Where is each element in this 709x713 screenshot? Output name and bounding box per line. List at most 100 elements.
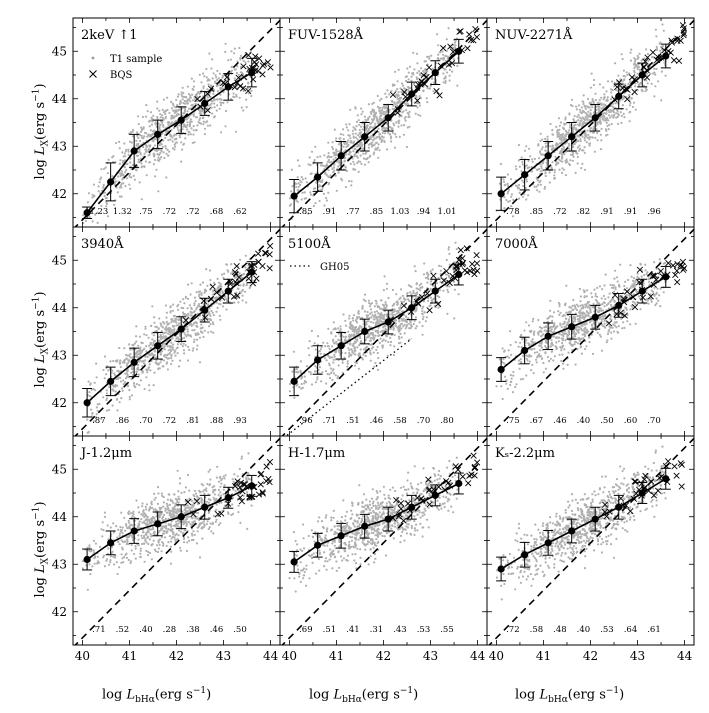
scatter-point xyxy=(173,325,176,328)
scatter-point xyxy=(203,127,207,130)
scatter-point xyxy=(536,168,539,171)
scatter-point xyxy=(325,165,328,168)
scatter-point xyxy=(345,123,348,126)
scatter-point xyxy=(400,322,403,325)
scatter-point xyxy=(403,300,406,303)
scatter-point xyxy=(175,133,178,136)
scatter-point xyxy=(342,145,345,148)
scatter-point xyxy=(329,356,332,359)
scatter-point xyxy=(187,345,190,348)
scatter-point xyxy=(244,61,247,64)
scatter-point xyxy=(629,86,633,89)
scatter-point xyxy=(153,353,156,357)
bqs-cross xyxy=(434,300,442,308)
scatter-point xyxy=(617,114,620,117)
scatter-point xyxy=(188,348,191,351)
scatter-point xyxy=(634,65,637,68)
scatter-point xyxy=(365,124,368,127)
scatter-point xyxy=(350,180,353,183)
scatter-point xyxy=(515,168,518,171)
scatter-point xyxy=(212,323,215,326)
scatter-point xyxy=(316,378,319,381)
scatter-point xyxy=(533,157,537,160)
scatter-point xyxy=(384,113,387,116)
scatter-point xyxy=(175,337,178,340)
scatter-point xyxy=(136,349,139,353)
bin-mean-point xyxy=(591,114,599,122)
slope-label: .78 xyxy=(506,207,520,217)
scatter-point xyxy=(119,184,122,187)
bin-mean-point xyxy=(521,171,529,179)
scatter-point xyxy=(181,148,184,151)
scatter-point xyxy=(338,150,341,153)
scatter-point xyxy=(135,169,138,172)
scatter-point xyxy=(613,81,616,84)
scatter-point xyxy=(298,164,301,167)
scatter-point xyxy=(129,348,132,351)
scatter-point xyxy=(348,351,351,355)
scatter-point xyxy=(358,132,361,135)
scatter-point xyxy=(445,49,448,53)
bqs-cross xyxy=(266,251,273,258)
scatter-point xyxy=(402,110,405,113)
scatter-point xyxy=(380,312,383,315)
scatter-point xyxy=(579,119,582,122)
bin-mean-point xyxy=(248,268,256,276)
scatter-point xyxy=(235,93,238,96)
scatter-point xyxy=(397,311,400,314)
legend-bqs-label: BQS xyxy=(110,70,133,81)
scatter-point xyxy=(170,331,173,334)
scatter-point xyxy=(171,136,174,139)
scatter-point xyxy=(632,63,636,66)
scatter-point xyxy=(362,128,365,131)
scatter-point xyxy=(100,168,103,171)
binned-relation-line xyxy=(86,71,253,214)
scatter-point xyxy=(412,289,415,292)
scatter-point xyxy=(621,104,625,107)
scatter-point xyxy=(555,125,558,128)
scatter-point xyxy=(370,311,373,314)
scatter-point xyxy=(183,109,187,112)
scatter-point xyxy=(123,152,126,155)
scatter-point xyxy=(358,123,361,126)
panel-plot-area xyxy=(281,228,487,436)
panel-title: 2keV ↑1 xyxy=(81,28,138,43)
scatter-point xyxy=(137,344,140,347)
bqs-cross xyxy=(223,74,231,81)
scatter-point xyxy=(332,358,335,361)
scatter-point xyxy=(377,143,380,146)
scatter-point xyxy=(431,77,434,80)
scatter-point xyxy=(214,81,217,85)
scatter-point xyxy=(238,96,241,99)
scatter-point xyxy=(216,104,219,107)
slope-label: 1.03 xyxy=(390,207,409,217)
scatter-point xyxy=(596,139,599,142)
scatter-point xyxy=(183,331,186,334)
scatter-point xyxy=(137,158,140,161)
scatter-point xyxy=(213,281,216,284)
scatter-point xyxy=(406,111,409,115)
scatter-point xyxy=(602,114,606,117)
scatter-point xyxy=(577,134,580,137)
scatter-point xyxy=(119,159,122,162)
scatter-point xyxy=(291,370,294,373)
bqs-cross xyxy=(213,289,220,296)
scatter-point xyxy=(381,344,384,347)
scatter-point xyxy=(349,327,352,330)
scatter-point xyxy=(600,127,603,130)
scatter-point xyxy=(609,116,612,119)
slope-label: .82 xyxy=(577,207,591,217)
scatter-point xyxy=(357,119,360,122)
scatter-point xyxy=(246,87,249,90)
scatter-point xyxy=(398,100,401,103)
scatter-point xyxy=(323,353,326,356)
scatter-point xyxy=(326,372,329,376)
scatter-point xyxy=(189,118,192,121)
scatter-point xyxy=(172,303,175,306)
scatter-point xyxy=(652,62,655,65)
scatter-point xyxy=(328,362,331,365)
scatter-point xyxy=(164,304,167,307)
scatter-point xyxy=(544,174,547,178)
scatter-point xyxy=(169,138,172,141)
scatter-point xyxy=(361,304,364,308)
